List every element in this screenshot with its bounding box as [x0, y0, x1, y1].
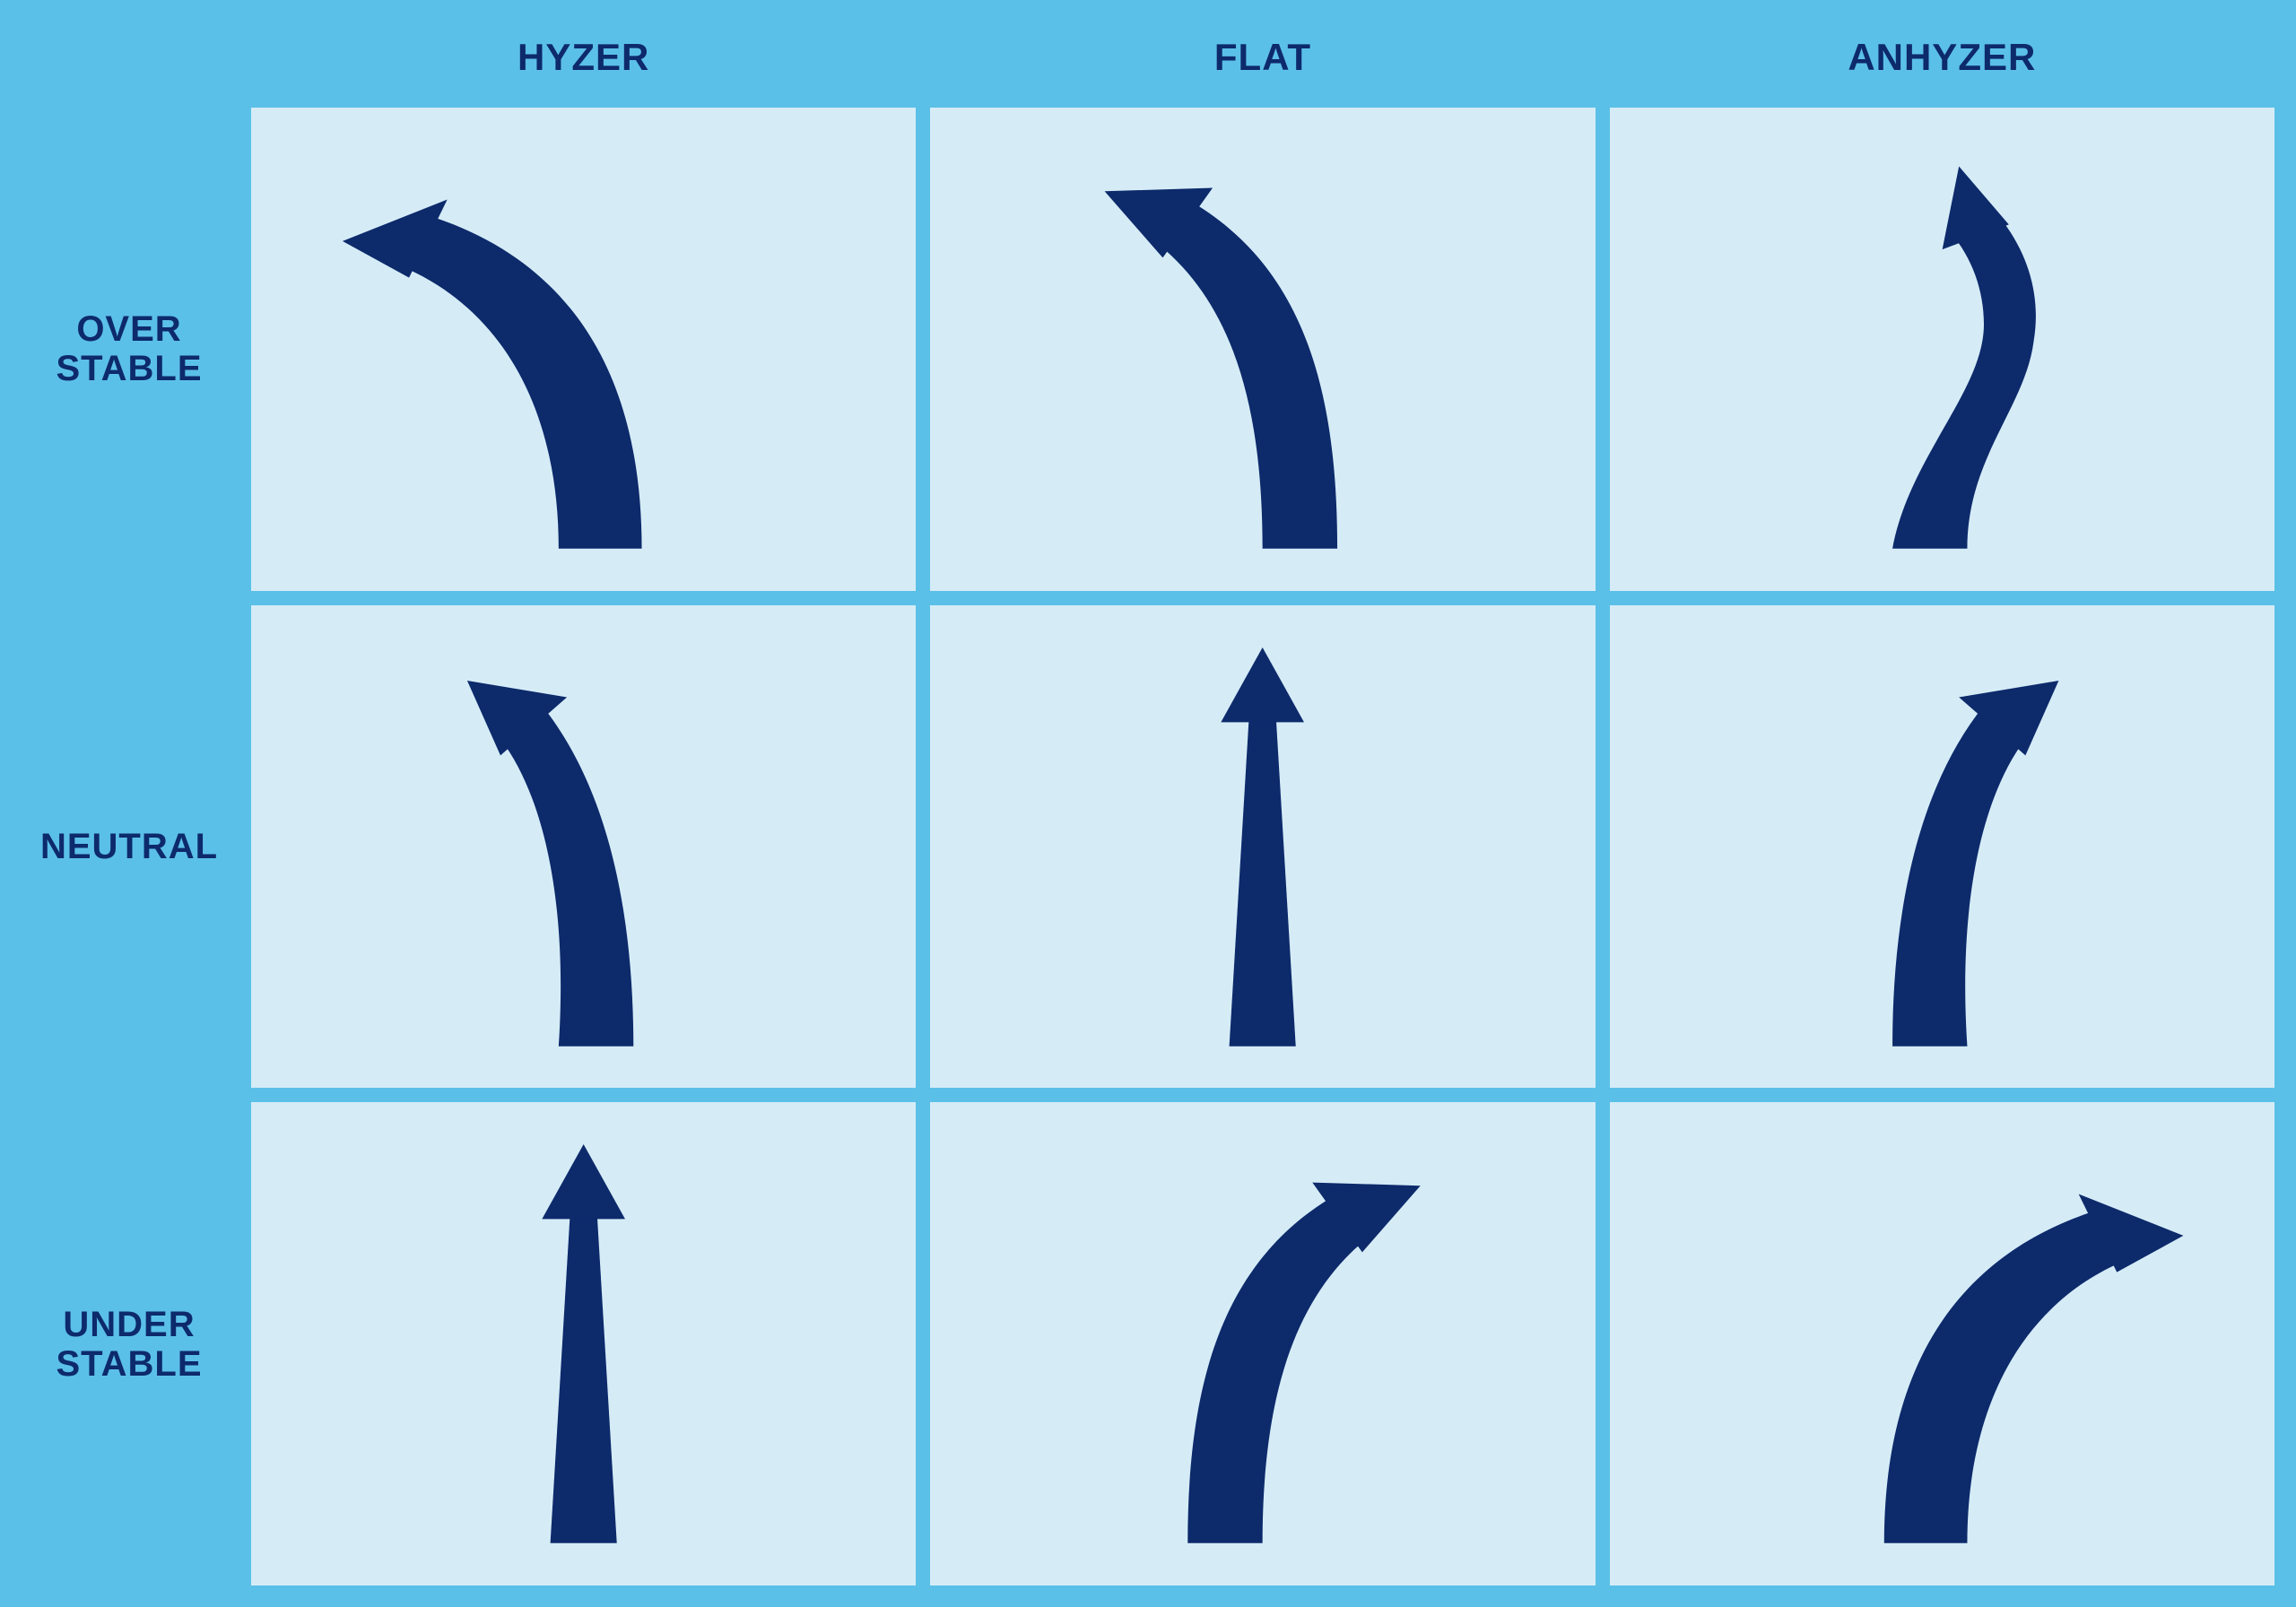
flight-arrow-icon — [1610, 605, 2274, 1089]
cell-over-stable-flat — [930, 108, 1595, 591]
cell-under-stable-flat — [930, 1102, 1595, 1585]
flight-arrow-icon — [1610, 108, 2274, 591]
flight-arrow-icon — [930, 605, 1595, 1089]
col-header-anhyzer: ANHYZER — [1610, 22, 2274, 93]
cell-over-stable-anhyzer — [1610, 108, 2274, 591]
row-header-neutral: NEUTRAL — [22, 605, 237, 1089]
col-header-hyzer: HYZER — [251, 22, 916, 93]
cell-under-stable-hyzer — [251, 1102, 916, 1585]
flight-arrow-icon — [930, 1102, 1595, 1585]
flight-arrow-icon — [251, 1102, 916, 1585]
flight-path-grid: HYZERFLATANHYZER OVER STABLENEUTRALUNDER … — [0, 0, 2296, 1607]
flight-arrow-icon — [930, 108, 1595, 591]
row-header-under-stable: UNDER STABLE — [22, 1102, 237, 1585]
cell-neutral-anhyzer — [1610, 605, 2274, 1089]
cell-under-stable-anhyzer — [1610, 1102, 2274, 1585]
cell-over-stable-hyzer — [251, 108, 916, 591]
flight-arrow-icon — [1610, 1102, 2274, 1585]
cell-neutral-hyzer — [251, 605, 916, 1089]
grid-corner — [22, 22, 237, 93]
cell-neutral-flat — [930, 605, 1595, 1089]
flight-arrow-icon — [251, 605, 916, 1089]
col-header-flat: FLAT — [930, 22, 1595, 93]
flight-arrow-icon — [251, 108, 916, 591]
row-header-over-stable: OVER STABLE — [22, 108, 237, 591]
